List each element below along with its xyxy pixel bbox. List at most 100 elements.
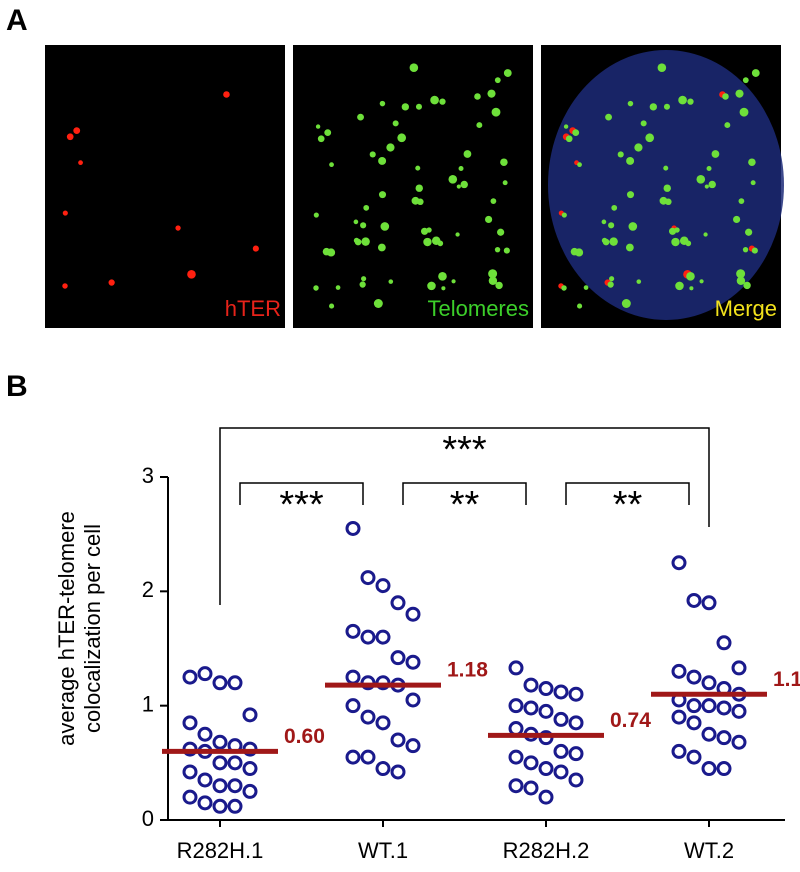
data-point — [568, 746, 584, 762]
data-point — [508, 749, 524, 765]
significance-bracket — [402, 482, 527, 505]
signal-dot — [455, 232, 460, 237]
signal-dot — [608, 222, 615, 229]
data-point — [405, 692, 421, 708]
signal-dot — [565, 135, 573, 143]
signal-dot — [353, 237, 360, 244]
signal-dot — [503, 69, 512, 77]
signal-dot — [663, 184, 671, 192]
signal-dot — [353, 219, 359, 225]
data-point — [686, 592, 702, 608]
data-point — [197, 795, 213, 811]
signal-dot — [73, 127, 81, 135]
signal-dot — [360, 222, 367, 229]
x-tick-label: WT.1 — [358, 838, 408, 863]
significance-label: *** — [442, 429, 487, 471]
data-point — [390, 595, 406, 611]
data-point — [360, 570, 376, 586]
signal-dot — [687, 98, 694, 105]
data-point — [671, 709, 687, 725]
data-point — [182, 715, 198, 731]
data-point — [212, 755, 228, 771]
signal-dot — [415, 184, 423, 192]
x-tick-label: R282H.2 — [503, 838, 590, 863]
significance-label: ** — [450, 484, 480, 526]
signal-dot — [78, 160, 83, 166]
signal-dot — [426, 227, 432, 233]
signal-dot — [324, 129, 332, 137]
signal-dot — [601, 219, 607, 225]
data-point — [182, 789, 198, 805]
significance-label: *** — [279, 484, 324, 526]
data-point — [553, 684, 569, 700]
signal-dot — [313, 285, 319, 291]
data-point — [242, 707, 258, 723]
data-point — [716, 730, 732, 746]
signal-dot — [711, 150, 720, 158]
data-point — [701, 675, 717, 691]
signal-dot — [627, 100, 634, 107]
y-tick-label: 1 — [142, 691, 154, 716]
signal-dot — [488, 276, 498, 285]
signal-dot — [742, 246, 749, 253]
signal-dot — [706, 165, 712, 171]
x-tick-label: WT.2 — [684, 838, 734, 863]
data-point — [508, 698, 524, 714]
signal-dot — [671, 237, 680, 247]
signal-dot — [742, 77, 749, 84]
data-point — [212, 675, 228, 691]
data-point — [686, 669, 702, 685]
signal-dot — [733, 215, 741, 224]
data-point — [345, 669, 361, 685]
data-point — [553, 764, 569, 780]
signal-dot — [657, 63, 667, 72]
signal-dot — [329, 303, 335, 309]
signal-dot — [699, 279, 704, 284]
data-point — [701, 761, 717, 777]
data-point — [538, 703, 554, 719]
data-point — [242, 783, 258, 799]
signal-dot — [678, 95, 687, 105]
signal-dot — [417, 198, 424, 206]
signal-dot — [735, 89, 744, 98]
signal-dot — [62, 283, 68, 289]
signal-dot — [223, 91, 230, 98]
signal-dot — [674, 227, 680, 233]
data-point — [731, 660, 747, 676]
signal-dot — [663, 165, 669, 171]
signal-dot — [605, 113, 612, 121]
data-point — [345, 623, 361, 639]
signal-dot — [490, 198, 497, 204]
signal-dot — [359, 281, 366, 288]
signal-dot — [66, 133, 74, 141]
signal-dot — [456, 184, 461, 189]
signal-dot — [611, 204, 618, 211]
data-point — [716, 761, 732, 777]
data-point — [568, 772, 584, 788]
signal-dot — [663, 103, 670, 110]
signal-dot — [361, 237, 370, 246]
signal-dot — [689, 286, 694, 291]
signal-dot — [392, 120, 399, 127]
signal-dot — [601, 237, 608, 244]
signal-dot — [62, 210, 68, 216]
data-point — [523, 755, 539, 771]
data-point — [375, 715, 391, 731]
micrograph — [45, 45, 285, 328]
signal-dot — [373, 299, 383, 309]
data-point — [523, 677, 539, 693]
signal-dot — [431, 236, 441, 246]
signal-dot — [625, 243, 634, 252]
signal-dot — [626, 191, 635, 199]
signal-dot — [463, 150, 472, 158]
signal-dot — [628, 222, 638, 231]
signal-dot — [497, 228, 505, 236]
data-point — [716, 700, 732, 716]
signal-dot — [474, 93, 481, 100]
signal-dot — [703, 232, 708, 237]
data-point — [345, 749, 361, 765]
signal-dot — [503, 247, 510, 254]
signal-dot — [577, 162, 582, 168]
signal-dot — [379, 100, 386, 107]
